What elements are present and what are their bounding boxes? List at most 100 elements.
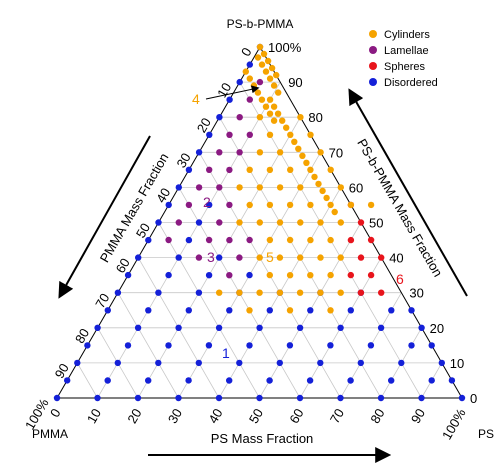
data-point-disordered <box>145 307 152 314</box>
data-point-cylinders <box>296 289 304 296</box>
data-point-cylinders <box>270 117 278 124</box>
data-point-cylinders <box>268 64 276 72</box>
data-point-cylinders <box>297 184 304 191</box>
tick-label-bottom: 0 <box>47 406 64 420</box>
data-point-disordered <box>175 254 182 261</box>
data-point-cylinders <box>299 152 306 159</box>
data-point-cylinders <box>258 96 266 103</box>
data-point-spheres <box>357 289 365 296</box>
data-point-lamellae <box>246 131 253 138</box>
data-point-disordered <box>226 96 233 103</box>
data-point-cylinders <box>337 184 344 191</box>
tick-label-right: 20 <box>430 321 444 336</box>
vertex-label-left: PMMA <box>32 427 68 441</box>
data-point-cylinders <box>317 219 324 226</box>
data-point-cylinders <box>270 103 278 110</box>
data-point-cylinders <box>246 307 253 314</box>
data-point-disordered <box>438 359 445 367</box>
data-point-disordered <box>398 359 405 367</box>
data-point-cylinders <box>287 166 294 173</box>
data-point-spheres <box>378 289 385 296</box>
data-point-disordered <box>266 307 273 314</box>
data-point-cylinders <box>286 307 294 314</box>
data-point-cylinders <box>327 307 334 314</box>
data-point-lamellae <box>185 201 193 209</box>
data-point-disordered <box>135 254 142 261</box>
data-point-cylinders <box>242 68 249 75</box>
data-point-disordered <box>296 324 304 331</box>
data-point-cylinders <box>246 166 253 173</box>
tick-label-left: 70 <box>92 291 112 311</box>
data-point-disordered <box>114 359 122 367</box>
data-point-disordered <box>216 114 223 121</box>
legend-marker-lamellae <box>369 46 377 54</box>
data-point-disordered <box>175 394 182 402</box>
data-point-disordered <box>448 377 456 384</box>
tick-label-bottom: 10 <box>84 406 104 426</box>
data-point-disordered <box>256 394 263 402</box>
tick-label-left: 20 <box>194 115 214 135</box>
data-point-disordered <box>418 394 425 402</box>
tick-label-right: 10 <box>450 356 464 371</box>
annotation-5: 5 <box>266 249 274 265</box>
data-point-lamellae <box>226 201 233 209</box>
data-point-disordered <box>185 307 192 314</box>
data-point-disordered <box>236 359 243 367</box>
data-point-lamellae <box>236 114 243 121</box>
data-point-disordered <box>367 342 375 349</box>
data-point-cylinders <box>262 103 270 110</box>
data-point-cylinders <box>317 254 324 261</box>
data-point-disordered <box>256 324 263 331</box>
tick-label-left: 40 <box>153 185 173 205</box>
grid-lines <box>76 81 443 399</box>
data-point-cylinders <box>297 219 304 226</box>
data-point-disordered <box>175 324 182 331</box>
data-point-lamellae <box>195 184 203 191</box>
tick-label-left: 30 <box>173 150 193 170</box>
left-axis-arrow <box>58 135 151 299</box>
data-point-cylinders <box>266 96 274 103</box>
tick-label-left: 90 <box>52 361 72 381</box>
data-point-cylinders <box>236 184 243 191</box>
data-point-disordered <box>104 307 112 314</box>
data-point-lamellae <box>216 219 223 226</box>
data-point-disordered <box>185 236 193 244</box>
grid-line <box>158 222 260 399</box>
data-point-disordered <box>74 359 81 367</box>
data-point-cylinders <box>317 149 324 156</box>
data-point-cylinders <box>337 219 344 226</box>
legend-label-disordered: Disordered <box>384 77 438 89</box>
axis-title-bottom: PS Mass Fraction <box>211 431 314 446</box>
data-point-disordered <box>388 307 395 314</box>
tick-label-bottom: 80 <box>367 406 387 426</box>
data-point-cylinders <box>317 289 324 296</box>
data-point-cylinders <box>270 82 278 89</box>
data-point-cylinders <box>307 236 314 244</box>
data-point-disordered <box>195 219 203 226</box>
data-point-cylinders <box>260 50 268 58</box>
data-point-cylinders <box>311 173 318 181</box>
legend-marker-disordered <box>369 78 377 86</box>
annotation-6: 6 <box>396 271 404 287</box>
data-point-disordered <box>408 342 415 349</box>
right-axis-arrow <box>348 88 468 297</box>
tick-label-left: 80 <box>72 326 92 346</box>
data-point-cylinders <box>266 201 274 209</box>
data-point-cylinders <box>327 166 334 173</box>
tick-label-right: 40 <box>389 251 403 266</box>
data-point-cylinders <box>266 131 274 138</box>
data-point-lamellae <box>205 236 213 244</box>
legend-label-spheres: Spheres <box>384 61 425 73</box>
data-point-disordered <box>185 166 193 173</box>
data-point-cylinders <box>297 254 304 261</box>
data-point-cylinders <box>216 289 223 296</box>
tick-label-bottom: 50 <box>246 406 266 426</box>
data-point-disordered <box>246 342 253 349</box>
data-point-lamellae <box>195 254 203 261</box>
axis-title-left: PMMA Mass Fraction <box>97 151 172 265</box>
data-point-disordered <box>94 324 101 331</box>
data-point-cylinders <box>307 166 314 173</box>
vertex-label-top: PS-b-PMMA <box>227 17 294 31</box>
grid-line <box>117 292 179 399</box>
tick-label-bottom: 30 <box>165 406 185 426</box>
